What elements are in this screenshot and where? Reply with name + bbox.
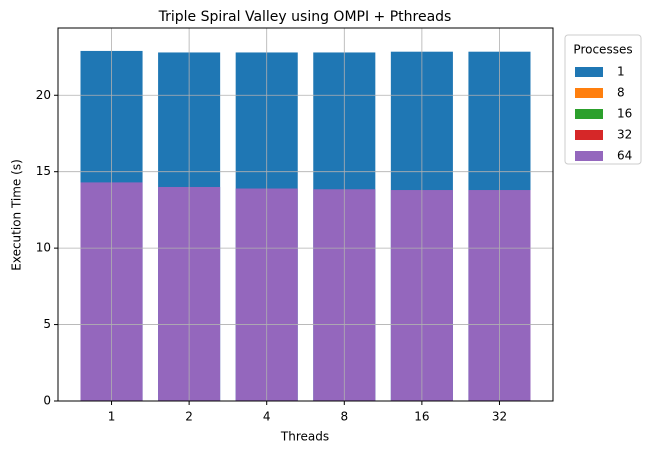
y-tick-label: 5 xyxy=(43,317,51,331)
y-tick-label: 20 xyxy=(36,88,51,102)
y-tick-label: 10 xyxy=(36,241,51,255)
x-tick-label: 8 xyxy=(340,410,348,424)
legend-label: 16 xyxy=(617,107,632,121)
legend-swatch xyxy=(575,151,603,161)
x-tick-label: 1 xyxy=(108,410,116,424)
y-axis-label: Execution Time (s) xyxy=(10,159,24,271)
legend-label: 64 xyxy=(617,149,632,163)
x-tick-label: 4 xyxy=(263,410,271,424)
chart-title: Triple Spiral Valley using OMPI + Pthrea… xyxy=(158,9,452,25)
legend-title: Processes xyxy=(573,43,632,57)
x-tick-label: 2 xyxy=(185,410,193,424)
y-tick-label: 15 xyxy=(36,164,51,178)
legend-swatch xyxy=(575,88,603,98)
x-tick-label: 16 xyxy=(414,410,429,424)
y-tick-label: 0 xyxy=(43,394,51,408)
legend-swatch xyxy=(575,130,603,140)
legend-label: 1 xyxy=(617,65,625,79)
legend-label: 8 xyxy=(617,86,625,100)
x-tick-label: 32 xyxy=(492,410,507,424)
x-axis-label: Threads xyxy=(280,430,329,444)
legend-swatch xyxy=(575,109,603,119)
legend-swatch xyxy=(575,67,603,77)
plot-frame xyxy=(57,27,554,402)
legend-label: 32 xyxy=(617,128,632,142)
